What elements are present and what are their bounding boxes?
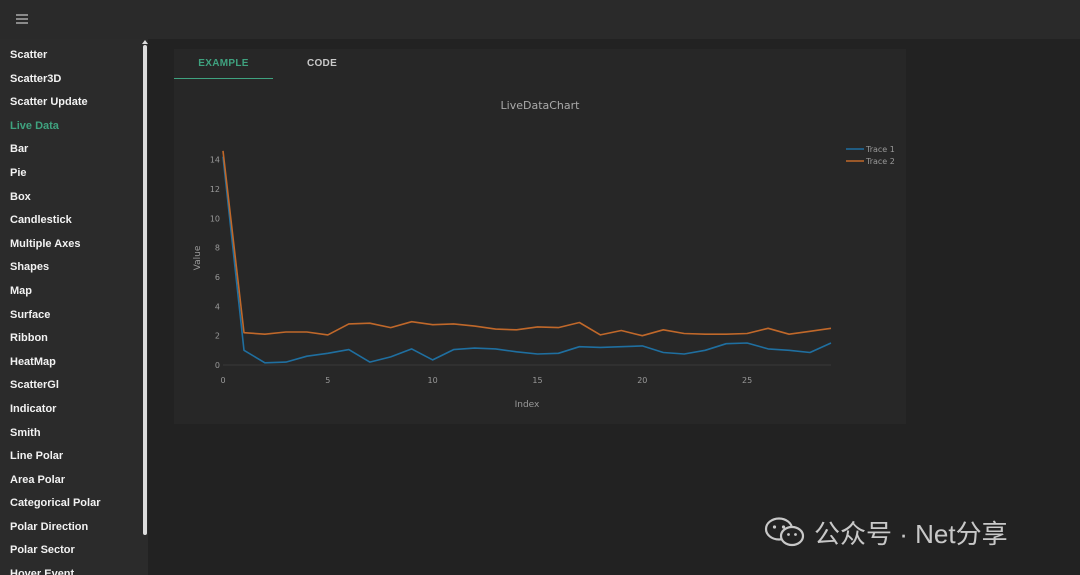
wechat-icon — [764, 517, 805, 547]
y-tick-label: 14 — [210, 156, 220, 165]
legend-label[interactable]: Trace 2 — [865, 157, 895, 166]
sidebar-item-shapes[interactable]: Shapes — [10, 261, 50, 274]
y-tick-labels: 0 2 4 6 8 10 12 14 — [210, 156, 220, 370]
hamburger-menu-icon[interactable] — [16, 14, 28, 24]
sidebar-item-heatmap[interactable]: HeatMap — [10, 355, 56, 368]
sidebar-item-scattergl[interactable]: ScatterGl — [10, 379, 59, 392]
y-tick-label: 4 — [215, 302, 220, 311]
sidebar-scrollbar[interactable] — [142, 39, 148, 575]
series-line-trace-1[interactable] — [222, 156, 832, 364]
example-card: EXAMPLE CODE LiveDataChart 0 2 4 6 8 10 12 14 0… — [174, 49, 906, 424]
sidebar-item-scatter-update[interactable]: Scatter Update — [10, 96, 88, 109]
sidebar-item-scatter[interactable]: Scatter — [10, 49, 48, 61]
series-line-trace-2[interactable] — [222, 150, 832, 337]
tab-bar: EXAMPLE CODE — [174, 49, 906, 79]
x-tick-label: 20 — [637, 376, 647, 385]
sidebar-item-bar[interactable]: Bar — [10, 143, 29, 156]
sidebar-item-area-polar[interactable]: Area Polar — [10, 473, 66, 486]
sidebar-item-hover-event[interactable]: Hover Event — [10, 568, 75, 575]
x-tick-label: 10 — [428, 376, 438, 385]
legend-label[interactable]: Trace 1 — [865, 145, 895, 154]
sidebar-item-surface[interactable]: Surface — [10, 308, 51, 321]
x-tick-label: 0 — [220, 376, 225, 385]
sidebar-item-categorical-polar[interactable]: Categorical Polar — [10, 497, 101, 510]
top-bar — [0, 0, 1080, 39]
sidebar-item-smith[interactable]: Smith — [10, 426, 41, 439]
watermark: 公众号 · Net分享 — [764, 515, 1008, 549]
sidebar-item-live-data[interactable]: Live Data — [10, 119, 59, 132]
scroll-up-arrow-icon[interactable] — [142, 40, 148, 44]
x-axis-title: Index — [515, 400, 540, 410]
live-data-chart[interactable]: LiveDataChart 0 2 4 6 8 10 12 14 0 5 10 15 20 25 Val… — [174, 49, 906, 424]
sidebar-item-indicator[interactable]: Indicator — [10, 402, 57, 415]
y-tick-label: 10 — [210, 214, 220, 223]
tab-code[interactable]: CODE — [306, 58, 338, 69]
sidebar-item-polar-sector[interactable]: Polar Sector — [10, 544, 75, 557]
y-tick-label: 8 — [215, 244, 220, 253]
sidebar-item-scatter3d[interactable]: Scatter3D — [10, 72, 62, 85]
series-lines — [222, 150, 832, 364]
y-axis-title: Value — [193, 245, 203, 270]
y-tick-label: 2 — [215, 332, 220, 341]
y-tick-label: 0 — [215, 361, 220, 370]
sidebar-item-ribbon[interactable]: Ribbon — [10, 332, 48, 345]
sidebar-item-polar-direction[interactable]: Polar Direction — [10, 520, 89, 533]
x-tick-label: 25 — [742, 376, 752, 385]
y-tick-label: 6 — [215, 273, 220, 282]
scrollbar-thumb[interactable] — [143, 45, 147, 535]
legend: Trace 1 Trace 2 — [846, 145, 895, 166]
sidebar-item-multiple-axes[interactable]: Multiple Axes — [10, 237, 81, 250]
sidebar: Scatter Scatter3D Scatter Update Live Data B… — [0, 39, 148, 575]
chart-title: LiveDataChart — [501, 99, 581, 112]
x-tick-label: 15 — [532, 376, 542, 385]
sidebar-item-map[interactable]: Map — [10, 284, 32, 297]
sidebar-item-pie[interactable]: Pie — [10, 166, 27, 179]
watermark-text: 公众号 · Net分享 — [814, 518, 1008, 549]
sidebar-item-box[interactable]: Box — [10, 190, 31, 203]
x-tick-labels: 0 5 10 15 20 25 — [220, 376, 752, 385]
x-tick-label: 5 — [325, 376, 330, 385]
sidebar-item-candlestick[interactable]: Candlestick — [10, 214, 72, 227]
sidebar-item-line-polar[interactable]: Line Polar — [10, 450, 64, 463]
y-tick-label: 12 — [210, 185, 220, 194]
sidebar-nav-list: Scatter Scatter3D Scatter Update Live Data B… — [0, 39, 148, 575]
tab-example[interactable]: EXAMPLE — [174, 49, 273, 79]
